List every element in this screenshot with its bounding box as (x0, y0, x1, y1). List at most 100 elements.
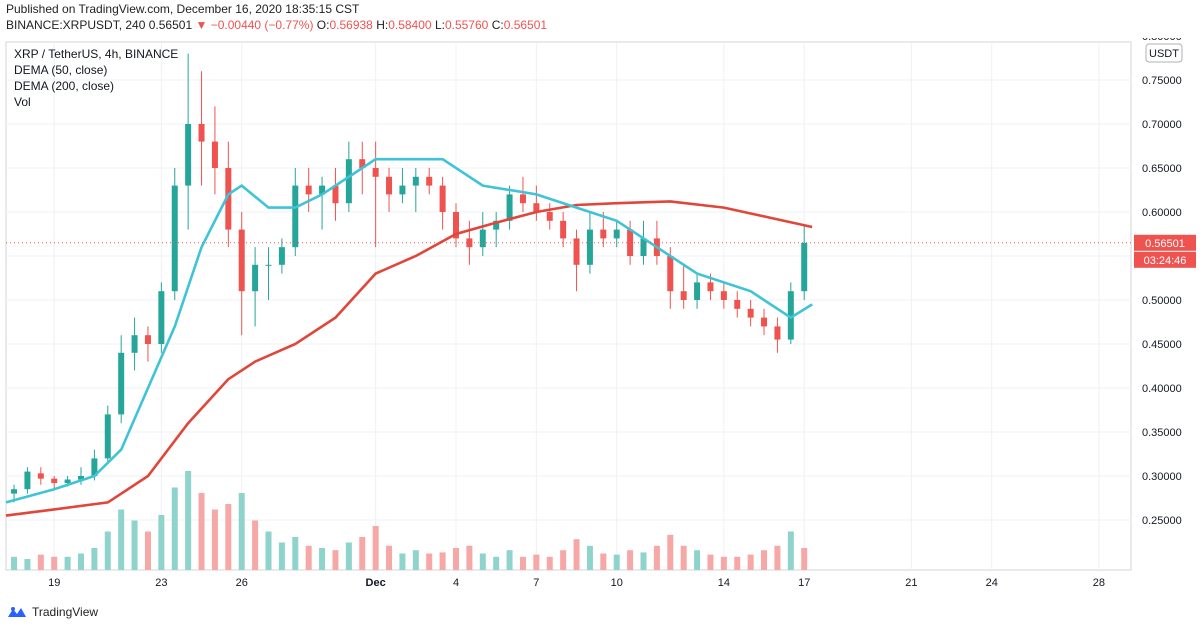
time-tick-label: 14 (718, 577, 730, 589)
volume-bar (386, 545, 393, 570)
candle-body (774, 326, 781, 340)
price-axis[interactable]: 0.800000.750000.700000.650000.600000.550… (1142, 31, 1182, 527)
time-tick-label: 4 (453, 577, 459, 589)
candle-body (225, 168, 232, 230)
volume-bar (439, 552, 446, 570)
candle-body (586, 229, 593, 265)
symbol-ohlc-line: BINANCE:XRPUSDT, 240 0.56501 ▼ −0.00440 … (6, 18, 547, 32)
candle-body (426, 176, 433, 186)
candle-body (51, 478, 58, 484)
volume-bar (78, 553, 84, 570)
candle-body (319, 185, 326, 195)
candle-body (171, 185, 178, 292)
price-tick-label: 0.60000 (1142, 207, 1182, 219)
volume-bar (627, 550, 634, 570)
time-tick-label: 28 (1093, 577, 1105, 589)
close-label: C: (491, 18, 504, 32)
brand-label: TradingView (32, 605, 99, 619)
volume-bar (787, 531, 794, 570)
countdown-tag: 03:24:46 (1144, 255, 1187, 267)
candle-body (238, 229, 245, 292)
open-label: O: (316, 18, 330, 32)
volume-bar (359, 537, 366, 570)
candle-body (573, 238, 580, 265)
price-tick-label: 0.50000 (1142, 295, 1182, 307)
time-axis[interactable]: 19 23 26 Dec 4 7 10 14 17 21 24 28 (48, 577, 1105, 589)
volume-bar (680, 545, 687, 570)
dema50-line (5, 157, 813, 504)
legend-vol: Vol (14, 95, 31, 109)
volume-bar (613, 554, 620, 570)
chart-pane[interactable]: 0.800000.750000.700000.650000.600000.550… (0, 31, 1200, 598)
volume-bar (238, 493, 245, 570)
dema200-line (5, 200, 813, 517)
volume-bar (345, 542, 352, 570)
volume-bar (278, 542, 285, 570)
candle-body (332, 185, 339, 204)
price-tick-label: 0.80000 (1142, 38, 1182, 43)
candle-body (265, 264, 272, 266)
low-label: L: (434, 18, 445, 32)
price-chart[interactable]: 0.800000.750000.700000.650000.600000.550… (0, 31, 1200, 598)
candle-body (78, 476, 84, 480)
legend: XRP / TetherUS, 4h, BINANCE DEMA (50, cl… (14, 47, 178, 109)
time-tick-label: 10 (611, 577, 623, 589)
countdown-tag-box (1134, 251, 1196, 268)
volume-bar (653, 545, 660, 570)
price-tick-label: 0.40000 (1142, 383, 1182, 395)
candle-body (198, 124, 205, 142)
volume-bar (399, 553, 406, 570)
high-value: 0.58400 (388, 18, 432, 32)
candle-body (412, 176, 419, 186)
volume-bar (600, 553, 607, 570)
volume-bar (11, 556, 18, 570)
candle-body (158, 291, 165, 344)
candle-body (479, 229, 486, 248)
time-tick-label: Dec (366, 577, 386, 589)
published-line: Published on TradingView.com, December 1… (6, 2, 360, 16)
legend-dema50: DEMA (50, close) (14, 63, 107, 77)
candle-body (185, 124, 192, 186)
price-tick-label: 0.25000 (1142, 515, 1182, 527)
price-tick-label: 0.65000 (1142, 163, 1182, 175)
candle-body (211, 141, 218, 168)
volume-bar (667, 534, 674, 570)
candle-body (533, 203, 540, 212)
candle-body (372, 168, 379, 177)
volume-bar (546, 556, 553, 570)
time-tick-label: 17 (798, 577, 810, 589)
candle-body (64, 479, 71, 484)
volume-bar (118, 509, 125, 570)
volume-bar (372, 526, 379, 570)
plot-border (5, 41, 1132, 571)
candle-body (506, 194, 513, 221)
candlesticks (11, 53, 808, 503)
price-tick-label: 0.75000 (1142, 75, 1182, 87)
price-tick-label: 0.35000 (1142, 427, 1182, 439)
volume-bar (707, 554, 714, 570)
volume-bar (586, 545, 593, 570)
volume-bar (252, 520, 259, 570)
candle-body (453, 212, 459, 239)
volume-bar (573, 539, 580, 570)
volume-bar (493, 556, 500, 570)
volume-bar (453, 548, 459, 570)
time-tick-label: 19 (48, 577, 60, 589)
volume-bar (801, 548, 808, 570)
candle-body (439, 185, 446, 212)
currency-tag[interactable]: USDT (1145, 43, 1183, 63)
open-value: 0.56938 (329, 18, 373, 32)
volume-bar (640, 552, 647, 570)
candle-body (493, 220, 500, 230)
close-value: 0.56501 (503, 18, 548, 32)
volume-bar (560, 550, 567, 570)
tradingview-footer[interactable]: TradingView (6, 603, 98, 621)
volume-bar (734, 556, 741, 570)
candle-body (667, 256, 674, 292)
candle-body (560, 220, 567, 239)
candle-body (11, 489, 18, 494)
candle-body (104, 414, 111, 459)
candle-body (118, 352, 125, 415)
candle-body (519, 194, 526, 204)
volume-bar (774, 545, 781, 570)
